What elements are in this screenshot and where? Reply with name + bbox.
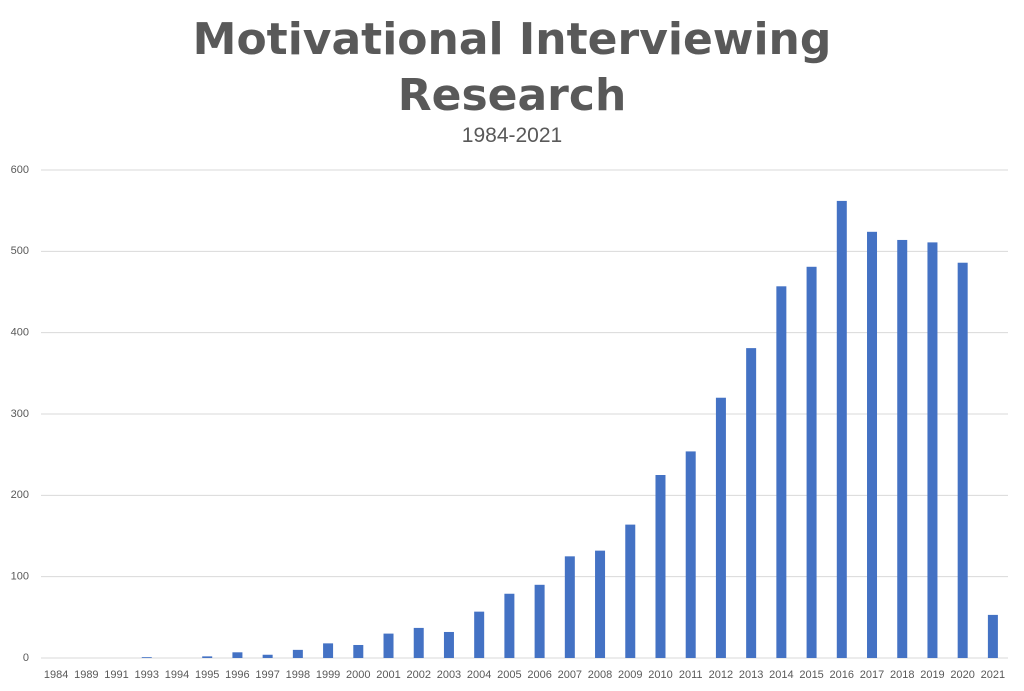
bar xyxy=(504,593,515,658)
x-tick-label: 2020 xyxy=(950,669,974,681)
bar xyxy=(353,644,364,658)
bar xyxy=(232,652,243,658)
x-tick-label: 2010 xyxy=(648,669,672,681)
x-tick-label: 2011 xyxy=(679,669,703,681)
x-tick-label: 2013 xyxy=(739,669,763,681)
bar xyxy=(625,524,636,658)
bar xyxy=(715,397,726,658)
bar xyxy=(474,611,485,658)
x-tick-label: 2021 xyxy=(981,669,1005,681)
bar xyxy=(323,643,334,658)
bar xyxy=(685,451,696,658)
x-tick-label: 2003 xyxy=(437,669,461,681)
x-tick-label: 1999 xyxy=(316,669,340,681)
bar xyxy=(383,633,394,658)
bar xyxy=(957,262,968,658)
bar xyxy=(806,266,817,658)
x-tick-label: 2000 xyxy=(346,669,370,681)
y-tick-label: 400 xyxy=(11,327,29,339)
x-tick-label: 2015 xyxy=(799,669,823,681)
x-tick-label: 1989 xyxy=(74,669,98,681)
bar xyxy=(897,239,908,659)
bar xyxy=(141,657,152,658)
y-tick-label: 300 xyxy=(11,408,29,420)
bar xyxy=(595,550,606,658)
x-tick-label: 1997 xyxy=(255,669,279,681)
x-tick-label: 1995 xyxy=(195,669,219,681)
chart-title: Motivational Interviewing Research xyxy=(192,14,832,121)
x-tick-label: 2008 xyxy=(588,669,612,681)
x-tick-label: 2004 xyxy=(467,669,491,681)
x-tick-label: 2016 xyxy=(830,669,854,681)
x-tick-label: 1993 xyxy=(135,669,159,681)
bar xyxy=(927,242,938,659)
y-tick-label: 600 xyxy=(11,164,29,176)
bar xyxy=(443,631,454,658)
x-tick-label: 1998 xyxy=(286,669,310,681)
y-tick-label: 100 xyxy=(11,571,29,583)
x-tick-label: 2017 xyxy=(860,669,884,681)
x-tick-label: 1994 xyxy=(165,669,189,681)
x-tick-label: 2005 xyxy=(497,669,521,681)
chart-subtitle: 1984-2021 xyxy=(461,124,563,147)
bar xyxy=(746,348,757,658)
x-tick-label: 2018 xyxy=(890,669,914,681)
bar xyxy=(534,584,545,658)
bar xyxy=(413,627,424,658)
x-tick-label: 2006 xyxy=(527,669,551,681)
bar xyxy=(262,654,273,658)
x-tick-label: 2012 xyxy=(709,669,733,681)
bar xyxy=(292,649,303,658)
x-tick-label: 2019 xyxy=(920,669,944,681)
y-tick-label: 200 xyxy=(11,489,29,501)
y-tick-label: 0 xyxy=(23,652,29,664)
x-tick-label: 2009 xyxy=(618,669,642,681)
x-tick-label: 1984 xyxy=(44,669,68,681)
bar xyxy=(564,556,575,658)
x-tick-label: 2001 xyxy=(376,669,400,681)
x-tick-label: 1996 xyxy=(225,669,249,681)
x-tick-label: 2014 xyxy=(769,669,793,681)
bar xyxy=(867,231,878,658)
bar xyxy=(655,475,666,658)
x-tick-label: 1991 xyxy=(104,669,128,681)
y-tick-label: 500 xyxy=(11,245,29,257)
x-tick-label: 2007 xyxy=(558,669,582,681)
bar xyxy=(202,656,213,658)
bar xyxy=(776,286,787,658)
x-tick-label: 2002 xyxy=(406,669,430,681)
bar xyxy=(836,200,847,658)
bar xyxy=(987,614,998,658)
